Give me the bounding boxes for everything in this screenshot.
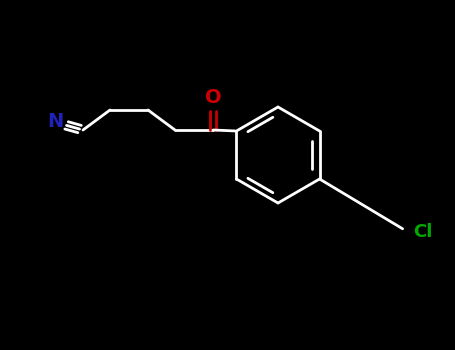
Text: O: O	[205, 88, 221, 107]
Text: Cl: Cl	[414, 223, 433, 241]
Text: N: N	[48, 112, 64, 131]
